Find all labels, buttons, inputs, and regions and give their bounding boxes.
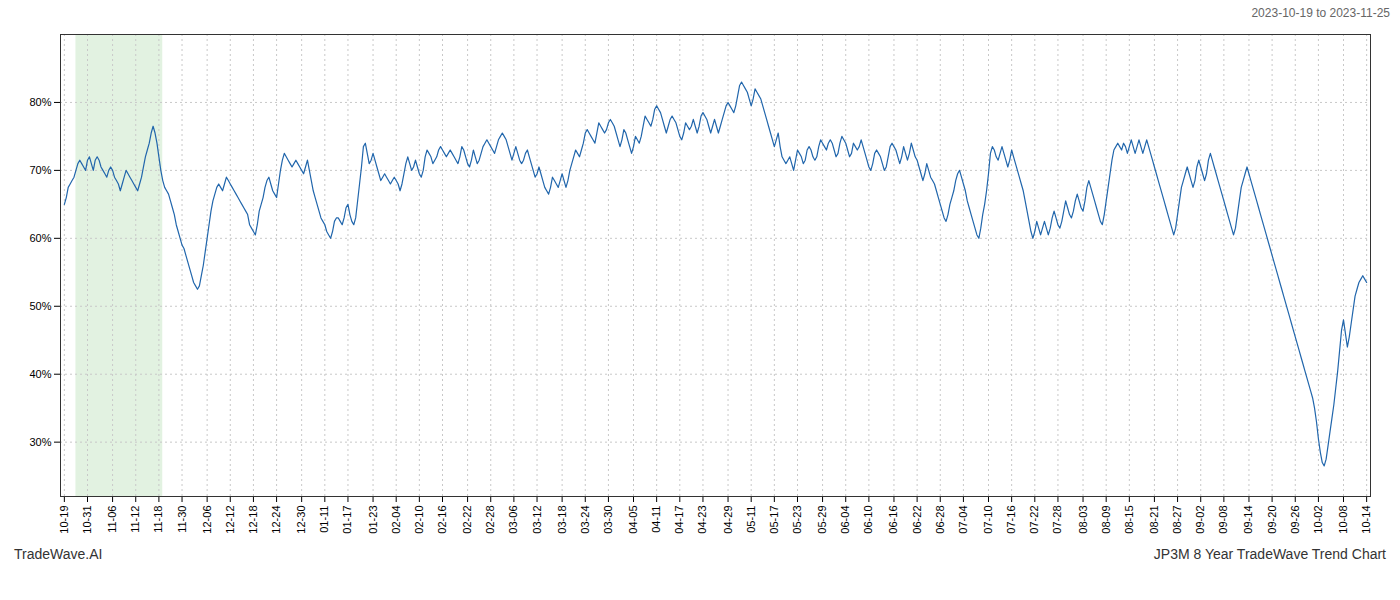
svg-text:10-19: 10-19 xyxy=(58,506,70,534)
svg-text:11-18: 11-18 xyxy=(152,506,164,533)
html-text:2023-10-19 to 2023-11-25: 2023-10-19 to 2023-11-25 xyxy=(1251,6,1390,20)
svg-text:02-16: 02-16 xyxy=(436,506,448,534)
svg-text:03-30: 03-30 xyxy=(602,506,614,534)
svg-text:01-23: 01-23 xyxy=(367,506,379,534)
svg-text:80%: 80% xyxy=(29,96,51,108)
svg-text:11-30: 11-30 xyxy=(176,506,188,533)
svg-text:01-11: 01-11 xyxy=(318,506,330,533)
svg-text:05-11: 05-11 xyxy=(745,506,757,533)
svg-text:09-20: 09-20 xyxy=(1266,506,1278,534)
svg-text:06-28: 06-28 xyxy=(934,506,946,534)
svg-text:07-04: 07-04 xyxy=(957,506,969,534)
svg-text:60%: 60% xyxy=(29,232,51,244)
svg-text:08-27: 08-27 xyxy=(1171,506,1183,534)
svg-text:06-16: 06-16 xyxy=(887,506,899,534)
svg-text:01-17: 01-17 xyxy=(341,506,353,534)
svg-text:04-17: 04-17 xyxy=(673,506,685,534)
svg-text:09-26: 09-26 xyxy=(1289,506,1301,534)
svg-text:04-11: 04-11 xyxy=(650,506,662,533)
svg-text:04-23: 04-23 xyxy=(696,506,708,534)
svg-text:04-29: 04-29 xyxy=(722,506,734,534)
svg-text:02-10: 02-10 xyxy=(413,506,425,534)
svg-text:08-09: 08-09 xyxy=(1100,506,1112,534)
svg-text:07-10: 07-10 xyxy=(982,506,994,534)
svg-text:10-14: 10-14 xyxy=(1360,506,1372,534)
svg-text:11-06: 11-06 xyxy=(106,506,118,533)
svg-text:05-23: 05-23 xyxy=(791,506,803,534)
svg-text:05-17: 05-17 xyxy=(768,506,780,534)
svg-text:07-16: 07-16 xyxy=(1005,506,1017,534)
svg-text:10-31: 10-31 xyxy=(81,506,93,534)
svg-text:10-08: 10-08 xyxy=(1337,506,1349,534)
svg-text:07-28: 07-28 xyxy=(1051,506,1063,534)
svg-text:08-21: 08-21 xyxy=(1148,506,1160,534)
svg-text:50%: 50% xyxy=(29,300,51,312)
svg-text:02-22: 02-22 xyxy=(461,506,473,534)
svg-text:05-29: 05-29 xyxy=(816,506,828,534)
html-text:JP3M 8 Year TradeWave Trend Ch: JP3M 8 Year TradeWave Trend Chart xyxy=(1153,546,1386,562)
svg-text:03-24: 03-24 xyxy=(579,506,591,534)
svg-text:11-12: 11-12 xyxy=(129,506,141,533)
svg-text:12-24: 12-24 xyxy=(270,506,282,534)
svg-text:03-18: 03-18 xyxy=(556,506,568,534)
svg-text:06-04: 06-04 xyxy=(839,506,851,534)
svg-text:02-04: 02-04 xyxy=(390,506,402,534)
svg-text:10-02: 10-02 xyxy=(1312,506,1324,534)
html-text:TradeWave.AI: TradeWave.AI xyxy=(14,546,103,562)
svg-text:12-30: 12-30 xyxy=(295,506,307,534)
svg-text:09-08: 09-08 xyxy=(1217,506,1229,534)
svg-text:07-22: 07-22 xyxy=(1028,506,1040,534)
svg-text:09-14: 09-14 xyxy=(1242,506,1254,534)
svg-text:70%: 70% xyxy=(29,164,51,176)
svg-text:09-02: 09-02 xyxy=(1194,506,1206,534)
svg-text:04-05: 04-05 xyxy=(627,506,639,534)
svg-text:12-18: 12-18 xyxy=(247,506,259,534)
svg-text:06-10: 06-10 xyxy=(862,506,874,534)
svg-text:40%: 40% xyxy=(29,368,51,380)
svg-text:03-06: 03-06 xyxy=(507,506,519,534)
svg-text:03-12: 03-12 xyxy=(531,506,543,534)
svg-text:02-28: 02-28 xyxy=(484,506,496,534)
svg-text:08-03: 08-03 xyxy=(1077,506,1089,534)
svg-text:08-15: 08-15 xyxy=(1123,506,1135,534)
svg-text:30%: 30% xyxy=(29,436,51,448)
svg-text:12-12: 12-12 xyxy=(224,506,236,534)
svg-text:06-22: 06-22 xyxy=(911,506,923,534)
svg-text:12-06: 12-06 xyxy=(201,506,213,534)
